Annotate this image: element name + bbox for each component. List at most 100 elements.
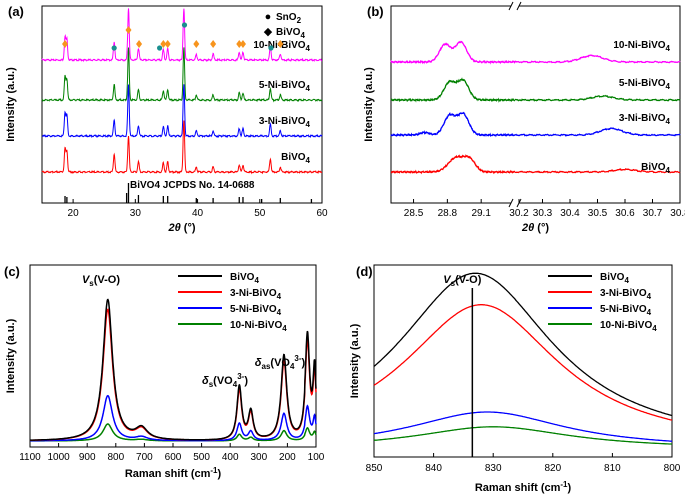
panel-a-series-10-Ni-BiVO4 — [41, 8, 323, 63]
panel-b-series-5-Ni-BiVO4 — [390, 77, 681, 103]
panel-d-xlabel-main: Raman shift (cm — [475, 482, 561, 494]
panel-b-xtick-label: 30.7 — [643, 208, 663, 219]
panel-b-series-label-5-Ni-BiVO4-sub: 4 — [666, 82, 671, 91]
panel-d-xtick-label: 850 — [366, 463, 383, 474]
panel-c-xtick-label: 400 — [222, 452, 239, 463]
panel-d-ylabel: Intensity (a.u.) — [349, 323, 361, 398]
panel-b-break-mask-top — [511, 4, 519, 9]
panel-c-xtick-label: 900 — [79, 452, 96, 463]
panel-c-annotation-ds-rest: (VO — [213, 375, 233, 387]
panel-d-series-3-Ni-BiVO4 — [373, 304, 673, 421]
panel-a-bivo4-marker — [236, 40, 243, 48]
panel-d-xlabel: Raman shift (cm-1) — [475, 480, 572, 494]
panel-c-xlabel-end: ) — [218, 468, 222, 480]
panel-c-annotation-das-sup: 3- — [294, 354, 301, 363]
panel-d-legend-label: BiVO4 — [600, 272, 629, 285]
panel-d-legend-label-main: BiVO — [600, 272, 625, 283]
panel-c-legend-label-main: 10-Ni-BiVO — [230, 320, 282, 331]
panel-c-annotation-das-tail: ) — [302, 357, 306, 369]
panel-b-xtick-label: 30.6 — [615, 208, 635, 219]
panel-a-bivo4-marker — [160, 40, 167, 48]
panel-c-legend-label: 10-Ni-BiVO4 — [230, 320, 287, 333]
panel-a-xtick-label: 30 — [130, 208, 142, 219]
panel-b-series-label-10-Ni-BiVO4-sub: 4 — [666, 44, 671, 53]
panel-d-annotation-rest: (V-O) — [455, 274, 482, 286]
panel-c-xtick-label: 800 — [107, 452, 124, 463]
panel-b-break-mark — [516, 1, 522, 11]
panel-c-legend-label: 3-Ni-BiVO4 — [230, 288, 282, 301]
panel-d-xlabel-sup: -1 — [560, 480, 568, 489]
panel-a-series-3-Ni-BiVO4 — [41, 84, 323, 139]
panel-d-legend-label: 5-Ni-BiVO4 — [600, 304, 652, 317]
panel-c-legend-label-main: 3-Ni-BiVO — [230, 288, 277, 299]
panel-d-xtick-label: 810 — [604, 463, 621, 474]
panel-d-legend-label-main: 10-Ni-BiVO — [600, 320, 652, 331]
panel-c-xtick-label: 1100 — [19, 452, 41, 463]
panel-c-annotation-vs-base: V — [82, 274, 91, 286]
panel-a-series-label-BiVO4: BiVO4 — [281, 152, 310, 165]
panel-a-bivo4-marker — [210, 40, 217, 48]
panel-a-bivo4-marker — [239, 40, 246, 48]
panel-a-xtick-label: 50 — [254, 208, 266, 219]
panel-d-label: (d) — [356, 264, 373, 279]
panel-b-xtick-label: 30.5 — [588, 208, 608, 219]
panel-d-annotation-sub: s — [451, 279, 456, 288]
panel-c-ylabel: Intensity (a.u.) — [5, 318, 17, 393]
panel-c-xtick-label: 200 — [279, 452, 296, 463]
panel-c-annotation-ds-sub2: 4 — [233, 380, 238, 389]
panel-b-xtick-label: 30.3 — [533, 208, 553, 219]
panel-d-legend-label-sub: 4 — [647, 292, 652, 301]
panel-b-xlabel: 2θ (°) — [521, 222, 549, 234]
panel-a-series-label-10-Ni-BiVO4: 10-Ni-BiVO4 — [253, 40, 310, 53]
panel-d-xtick-label: 820 — [544, 463, 561, 474]
panel-d-frame — [373, 264, 673, 458]
panel-c-series-BiVO4 — [29, 298, 317, 441]
panel-b-xtick-label: 30.8 — [670, 208, 685, 219]
panel-a-xlabel-unit: (°) — [181, 222, 196, 234]
panel-c-annotation-das: δas(VO43-) — [255, 354, 306, 371]
panel-a-legend-label: SnO2 — [276, 12, 302, 25]
panel-c-label: (c) — [4, 264, 20, 279]
panel-c-annotation-ds-sub: s — [209, 380, 214, 389]
panel-c-annotation-ds-tail: ) — [244, 375, 248, 387]
panel-c-legend-label-sub: 4 — [277, 308, 282, 317]
panel-a-bivo4-marker — [125, 26, 132, 34]
panel-c-annotation-vs: Vs(V-O) — [82, 274, 120, 288]
panel-a-legend-label: BiVO4 — [276, 27, 305, 40]
panel-a-bivo4-marker — [277, 40, 284, 48]
panel-c-annotation-vs-rest: (V-O) — [94, 274, 121, 286]
panel-d-series-5-Ni-BiVO4 — [373, 411, 672, 442]
panel-b-series-10-Ni-BiVO4 — [390, 40, 681, 65]
panel-a-sno2-marker — [181, 22, 188, 28]
panel-a-series-label-BiVO4-sub: 4 — [306, 156, 311, 165]
panel-b-series-label-BiVO4: BiVO4 — [641, 162, 670, 175]
panel-d-legend-label-main: 5-Ni-BiVO — [600, 304, 647, 315]
panel-b-xtick-label: 28.8 — [438, 208, 458, 219]
panel-a-legend-label-main: SnO — [276, 12, 297, 23]
panel-a-series-BiVO4 — [41, 120, 323, 175]
panel-d-xlabel-end: ) — [568, 482, 572, 494]
panel-d-legend-label: 10-Ni-BiVO4 — [600, 320, 657, 333]
panel-b-xtick-label: 28.5 — [404, 208, 424, 219]
panel-a-legend-symbol: ● — [265, 11, 272, 23]
panel-b-series-label-3-Ni-BiVO4-sub: 4 — [666, 117, 671, 126]
panel-a-reference-label: BiVO4 JCPDS No. 14-0688 — [130, 180, 255, 191]
panel-d-legend-label-sub: 4 — [624, 276, 629, 285]
panel-a-series-5-Ni-BiVO4 — [41, 47, 323, 103]
panel-b-break-mark — [508, 1, 514, 11]
panel-b-xtick-label: 30.4 — [560, 208, 580, 219]
panel-a-series-label-BiVO4-main: BiVO — [281, 152, 306, 163]
panel-a-xtick-label: 60 — [316, 208, 328, 219]
panel-a-xlabel: 2θ (°) — [167, 222, 195, 234]
panel-d-xtick-label: 830 — [485, 463, 502, 474]
panel-c-annotation-das-sub2: 4 — [290, 362, 295, 371]
panel-c-annotation-das-sub: as — [262, 362, 271, 371]
panel-d-legend-label-sub: 4 — [647, 308, 652, 317]
panel-c-legend-label-main: 5-Ni-BiVO — [230, 304, 277, 315]
panel-c-legend-label-main: BiVO — [230, 272, 255, 283]
panel-b-xtick-label: 29.1 — [471, 208, 491, 219]
panel-a-sno2-marker — [157, 45, 163, 51]
panel-a-bivo4-marker — [62, 40, 69, 48]
panel-c-annotation-das-base: δ — [255, 357, 262, 369]
panel-c-legend-label-sub: 4 — [282, 324, 287, 333]
